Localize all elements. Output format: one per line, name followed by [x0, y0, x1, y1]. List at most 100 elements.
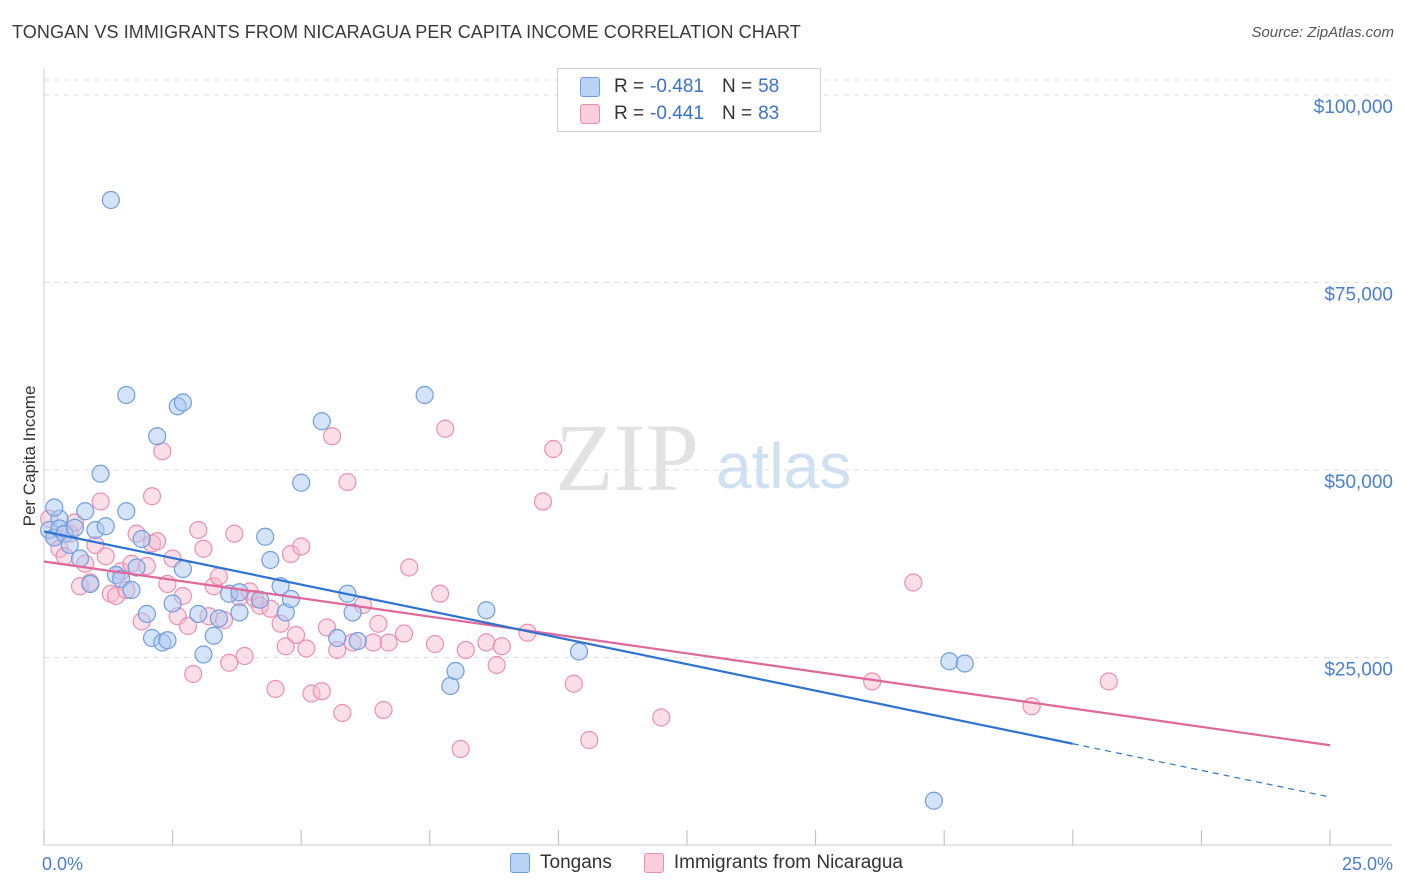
point-tongans: [569, 642, 589, 661]
point-tongans: [281, 589, 301, 609]
point-tongans: [209, 609, 228, 628]
correlation-legend: R = -0.481 N = 58 R = -0.441 N = 83: [557, 68, 821, 132]
y-tick-label: $25,000: [1324, 660, 1393, 681]
point-nicaragua: [184, 664, 203, 684]
legend-n-label: N =: [721, 103, 753, 124]
point-nicaragua: [338, 472, 357, 492]
trend-lines: [43, 530, 1331, 798]
point-nicaragua: [220, 653, 239, 672]
point-tongans: [117, 385, 136, 405]
legend-n-value: 83: [758, 103, 780, 124]
point-nicaragua: [292, 537, 311, 556]
grid: [44, 79, 1392, 658]
watermark-zip: ZIP: [555, 404, 699, 511]
point-tongans: [292, 473, 311, 492]
point-nicaragua: [276, 637, 295, 656]
point-tongans: [940, 652, 959, 671]
point-tongans: [446, 661, 465, 681]
point-nicaragua: [286, 625, 306, 645]
point-tongans: [955, 654, 974, 673]
point-nicaragua: [364, 633, 383, 652]
point-nicaragua: [91, 492, 110, 511]
point-nicaragua: [580, 730, 599, 750]
point-nicaragua: [379, 633, 398, 652]
point-tongans: [924, 791, 944, 810]
point-tongans: [250, 590, 270, 609]
y-tick-label: $75,000: [1324, 285, 1393, 306]
point-nicaragua: [477, 633, 496, 652]
point-tongans: [65, 518, 84, 537]
point-nicaragua: [564, 674, 583, 693]
point-tongans: [132, 529, 151, 549]
legend-swatch-nicaragua: [580, 104, 600, 124]
point-nicaragua: [297, 639, 316, 658]
point-nicaragua: [178, 616, 198, 636]
legend-n-value: 58: [758, 76, 780, 97]
point-nicaragua: [96, 547, 115, 566]
point-tongans: [173, 393, 192, 412]
trend-line-tongans: [43, 530, 1074, 745]
point-tongans: [158, 631, 177, 650]
series-legend: Tongans Immigrants from Nicaragua: [510, 852, 935, 874]
point-nicaragua: [487, 655, 506, 675]
point-tongans: [45, 498, 64, 517]
point-tongans: [163, 594, 182, 613]
y-tick-label: $100,000: [1314, 97, 1393, 118]
legend-row-tongans: R = -0.481 N = 58: [580, 74, 779, 100]
point-tongans: [122, 580, 141, 600]
legend-row-nicaragua: R = -0.441 N = 83: [580, 101, 779, 127]
legend-item-tongans[interactable]: Tongans: [510, 852, 612, 874]
point-nicaragua: [106, 586, 126, 606]
point-tongans: [230, 603, 249, 622]
point-tongans: [415, 385, 434, 405]
point-tongans: [348, 631, 367, 651]
point-tongans: [477, 601, 496, 620]
point-nicaragua: [322, 427, 342, 446]
series-tongans-points: [40, 190, 974, 810]
tick-labels: $25,000 $50,000 $75,000 $100,000 0.0% 25.0%: [42, 97, 1393, 874]
point-tongans: [173, 559, 192, 579]
point-nicaragua: [1022, 697, 1041, 716]
point-nicaragua: [425, 634, 445, 654]
point-nicaragua: [312, 682, 331, 701]
point-tongans: [96, 517, 115, 536]
point-tongans: [204, 626, 223, 645]
point-nicaragua: [544, 439, 563, 459]
point-nicaragua: [400, 558, 419, 577]
point-nicaragua: [209, 567, 228, 586]
point-tongans: [230, 583, 249, 602]
point-nicaragua: [904, 573, 923, 592]
y-tick-label: $50,000: [1324, 472, 1393, 493]
legend-n-label: N =: [721, 76, 753, 97]
legend-swatch-nicaragua: [643, 853, 664, 873]
point-nicaragua: [148, 532, 167, 551]
source-label: Source: ZipAtlas.com: [1251, 24, 1394, 41]
trend-line-nicaragua: [43, 560, 1331, 747]
series-nicaragua-points: [40, 419, 1118, 759]
axes: [43, 68, 1392, 846]
x-tick-label-start: 0.0%: [42, 854, 83, 874]
point-nicaragua: [142, 487, 162, 506]
point-tongans: [70, 549, 90, 568]
point-tongans: [112, 569, 131, 588]
point-nicaragua: [281, 544, 301, 564]
point-nicaragua: [492, 637, 511, 656]
point-tongans: [328, 628, 347, 648]
watermark: ZIP atlas: [555, 404, 851, 511]
x-tick-label-end: 25.0%: [1342, 854, 1393, 874]
point-tongans: [256, 527, 275, 546]
trend-line-tongans-extension: [1072, 743, 1331, 798]
point-nicaragua: [451, 739, 470, 759]
point-tongans: [127, 558, 146, 577]
point-tongans: [137, 604, 156, 624]
point-tongans: [312, 412, 331, 431]
point-tongans: [343, 603, 362, 622]
point-nicaragua: [374, 700, 393, 720]
point-tongans: [194, 645, 213, 664]
legend-r-value: -0.481: [650, 76, 704, 97]
point-nicaragua: [235, 646, 254, 666]
point-tongans: [91, 464, 110, 483]
legend-label-nicaragua: Immigrants from Nicaragua: [673, 852, 903, 873]
legend-item-nicaragua[interactable]: Immigrants from Nicaragua: [643, 852, 903, 874]
